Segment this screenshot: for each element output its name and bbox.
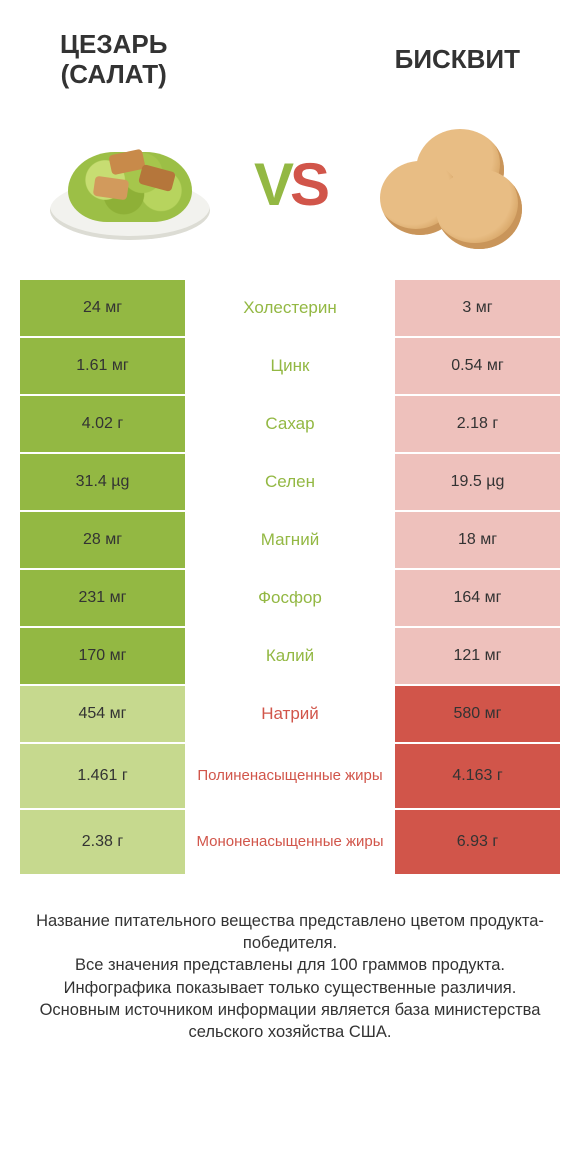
food-image-right xyxy=(360,120,540,250)
value-right: 18 мг xyxy=(395,512,560,568)
biscuit-illustration xyxy=(370,125,530,245)
title-left-line1: ЦЕЗАРЬ xyxy=(60,29,167,59)
value-left: 170 мг xyxy=(20,628,185,684)
value-left: 28 мг xyxy=(20,512,185,568)
footer-note: Название питательного вещества представл… xyxy=(0,876,580,1044)
table-row: 231 мгФосфор164 мг xyxy=(20,570,560,626)
nutrient-label: Полиненасыщенные жиры xyxy=(185,744,395,808)
nutrient-label: Мононенасыщенные жиры xyxy=(185,810,395,874)
footer-line4: Основным источником информации является … xyxy=(40,1001,541,1041)
nutrient-label: Калий xyxy=(185,628,395,684)
table-row: 24 мгХолестерин3 мг xyxy=(20,280,560,336)
table-row: 454 мгНатрий580 мг xyxy=(20,686,560,742)
title-right: БИСКВИТ xyxy=(395,45,520,75)
table-row: 170 мгКалий121 мг xyxy=(20,628,560,684)
value-left: 1.61 мг xyxy=(20,338,185,394)
value-left: 31.4 µg xyxy=(20,454,185,510)
nutrient-label: Фосфор xyxy=(185,570,395,626)
table-row: 1.61 мгЦинк0.54 мг xyxy=(20,338,560,394)
nutrient-label: Натрий xyxy=(185,686,395,742)
value-right: 580 мг xyxy=(395,686,560,742)
table-row: 4.02 гСахар2.18 г xyxy=(20,396,560,452)
value-right: 2.18 г xyxy=(395,396,560,452)
vs-label: VS xyxy=(254,150,326,219)
value-right: 4.163 г xyxy=(395,744,560,808)
table-row: 2.38 гМононенасыщенные жиры6.93 г xyxy=(20,810,560,874)
comparison-table: 24 мгХолестерин3 мг1.61 мгЦинк0.54 мг4.0… xyxy=(20,280,560,874)
footer-line2: Все значения представлены для 100 граммо… xyxy=(75,956,505,974)
table-row: 28 мгМагний18 мг xyxy=(20,512,560,568)
footer-line3: Инфографика показывает только существенн… xyxy=(64,979,517,997)
value-left: 2.38 г xyxy=(20,810,185,874)
value-right: 3 мг xyxy=(395,280,560,336)
value-right: 0.54 мг xyxy=(395,338,560,394)
vs-letter-v: V xyxy=(254,151,290,218)
value-left: 1.461 г xyxy=(20,744,185,808)
nutrient-label: Сахар xyxy=(185,396,395,452)
value-right: 164 мг xyxy=(395,570,560,626)
value-left: 231 мг xyxy=(20,570,185,626)
food-image-left xyxy=(40,120,220,250)
header: ЦЕЗАРЬ (САЛАТ) БИСКВИТ xyxy=(0,0,580,100)
nutrient-label: Холестерин xyxy=(185,280,395,336)
title-left: ЦЕЗАРЬ (САЛАТ) xyxy=(60,30,167,90)
images-row: VS xyxy=(0,100,580,280)
vs-letter-s: S xyxy=(290,151,326,218)
table-row: 1.461 гПолиненасыщенные жиры4.163 г xyxy=(20,744,560,808)
nutrient-label: Цинк xyxy=(185,338,395,394)
value-right: 19.5 µg xyxy=(395,454,560,510)
footer-line1: Название питательного вещества представл… xyxy=(36,912,544,952)
value-right: 6.93 г xyxy=(395,810,560,874)
table-row: 31.4 µgСелен19.5 µg xyxy=(20,454,560,510)
value-left: 4.02 г xyxy=(20,396,185,452)
value-left: 454 мг xyxy=(20,686,185,742)
value-left: 24 мг xyxy=(20,280,185,336)
nutrient-label: Селен xyxy=(185,454,395,510)
title-left-line2: (САЛАТ) xyxy=(61,59,167,89)
salad-illustration xyxy=(50,130,210,240)
nutrient-label: Магний xyxy=(185,512,395,568)
value-right: 121 мг xyxy=(395,628,560,684)
